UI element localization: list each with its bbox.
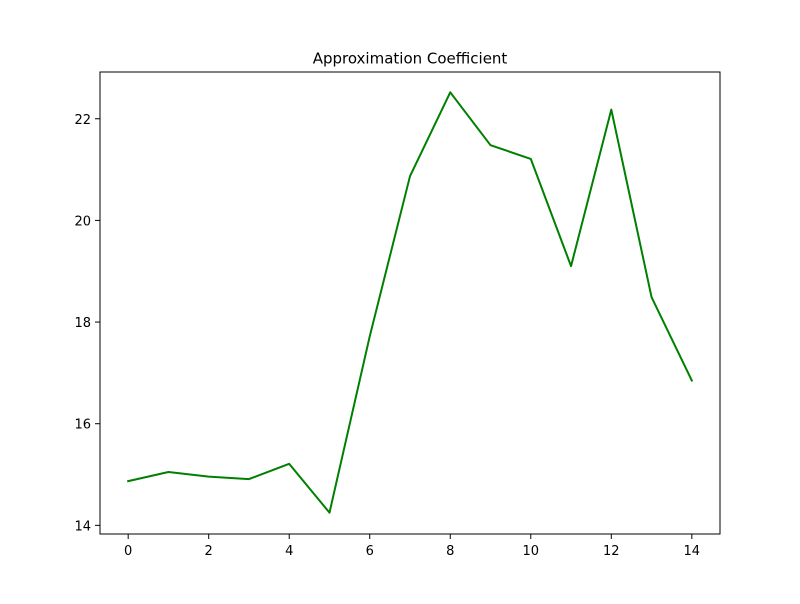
x-tick-label: 4 xyxy=(285,544,293,559)
y-tick-label: 18 xyxy=(74,316,91,331)
plot-area: 0 2 4 6 8 10 12 14 14 16 18 20 22 xyxy=(74,71,721,559)
x-tick-label: 8 xyxy=(446,544,454,559)
y-tick-label: 14 xyxy=(74,519,91,534)
series-line-0 xyxy=(126,91,694,514)
y-tick-label: 22 xyxy=(74,113,91,128)
x-tick-label: 2 xyxy=(205,544,213,559)
x-tick-label: 6 xyxy=(366,544,374,559)
x-tick-label: 12 xyxy=(603,544,620,559)
y-tick-label: 16 xyxy=(74,418,91,433)
x-tick-label: 10 xyxy=(523,544,540,559)
x-tick-label: 0 xyxy=(124,544,132,559)
axes-frame xyxy=(99,71,721,535)
chart-title: Approximation Coefficient xyxy=(313,50,508,68)
x-tick-label: 14 xyxy=(684,544,701,559)
y-tick-label: 20 xyxy=(74,214,91,229)
